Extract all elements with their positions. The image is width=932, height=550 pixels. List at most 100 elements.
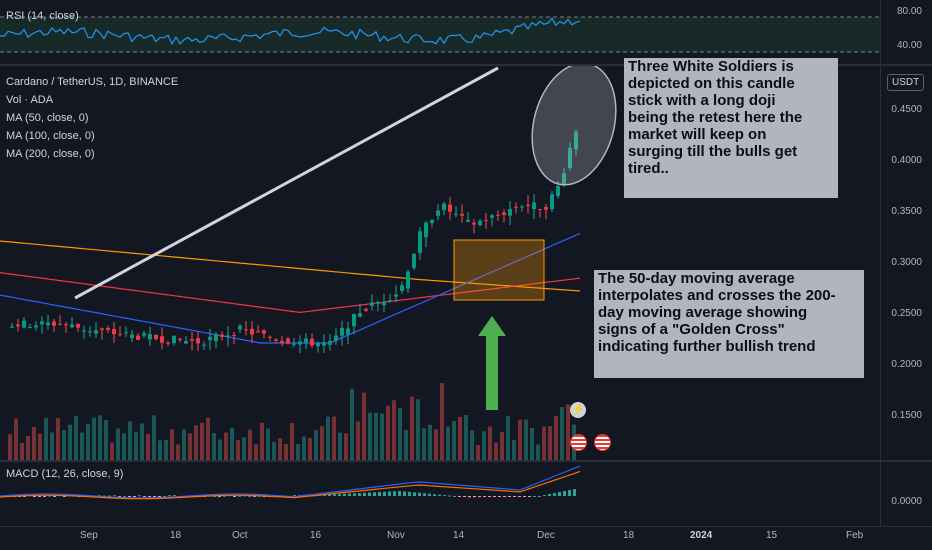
macd-histogram-bar: [533, 496, 536, 497]
macd-histogram-bar: [323, 494, 326, 496]
time-axis[interactable]: [0, 526, 932, 550]
volume-bar: [44, 417, 48, 460]
volume-bar: [386, 405, 390, 460]
price-tick: 0.2000: [891, 359, 922, 370]
volume-bar: [350, 388, 354, 460]
us-flag-icon[interactable]: [594, 434, 611, 451]
candle-body: [100, 328, 104, 330]
soldiers-ellipse[interactable]: [519, 66, 628, 194]
candle-body: [244, 329, 248, 331]
candle-body: [196, 338, 200, 344]
macd-histogram-bar: [503, 496, 506, 497]
macd-histogram-bar: [253, 496, 256, 497]
soldiers-annotation[interactable]: Three White Soldiers is depicted on this…: [624, 58, 838, 198]
volume-bar: [368, 412, 372, 460]
macd-histogram-bar: [458, 496, 461, 497]
macd-histogram-bar: [433, 494, 436, 496]
volume-bar: [332, 416, 336, 460]
symbol-title: Cardano / TetherUS, 1D, BINANCE: [6, 76, 179, 88]
volume-bar: [20, 442, 24, 460]
macd-histogram-bar: [418, 492, 421, 496]
volume-bar: [530, 427, 534, 460]
price-tick: 0.4500: [891, 104, 922, 115]
macd-pane[interactable]: MACD (12, 26, close, 9): [0, 462, 880, 526]
macd-histogram-bar: [143, 496, 146, 497]
candle-body: [304, 338, 308, 343]
rsi-pane[interactable]: RSI (14, close): [0, 0, 880, 64]
annotation-line: surging till the bulls get: [628, 143, 798, 160]
price-tick: 0.2500: [891, 308, 922, 319]
candle-body: [286, 338, 290, 344]
volume-bar: [482, 431, 486, 460]
macd-histogram-bar: [33, 496, 36, 497]
volume-bar: [344, 433, 348, 460]
volume-bar: [62, 430, 66, 460]
lightning-icon[interactable]: ⚡: [570, 402, 586, 418]
rsi-axis[interactable]: 80.00 40.00: [880, 0, 932, 64]
legend-ma50: MA (50, close, 0): [6, 112, 89, 124]
candle-body: [220, 334, 224, 337]
price-tick: 0.3500: [891, 206, 922, 217]
volume-bar: [434, 429, 438, 460]
volume-bar: [326, 416, 330, 460]
macd-histogram-bar: [373, 492, 376, 496]
macd-axis[interactable]: 0.0000: [880, 462, 932, 526]
macd-histogram-bar: [238, 495, 241, 497]
macd-histogram-bar: [168, 495, 171, 497]
candle-body: [262, 330, 266, 334]
volume-bar: [242, 437, 246, 460]
volume-bar: [236, 440, 240, 460]
volume-bar: [452, 420, 456, 460]
volume-bar: [458, 416, 462, 460]
macd-histogram-bar: [353, 493, 356, 496]
macd-histogram-bar: [213, 495, 216, 497]
pane-separator[interactable]: [0, 460, 932, 462]
currency-badge[interactable]: USDT: [887, 74, 925, 91]
candle-body: [502, 212, 506, 216]
trend-line[interactable]: [74, 66, 499, 300]
volume-bar: [68, 424, 72, 460]
volume-bar: [200, 422, 204, 460]
volume-bar: [14, 418, 18, 460]
volume-bar: [206, 417, 210, 460]
macd-histogram-bar: [573, 489, 576, 496]
volume-bar: [494, 442, 498, 460]
macd-histogram-bar: [453, 495, 456, 497]
legend-ma100: MA (100, close, 0): [6, 130, 95, 142]
macd-histogram-bar: [423, 493, 426, 496]
volume-bar: [506, 416, 510, 460]
candle-body: [490, 215, 494, 218]
pane-separator[interactable]: [0, 64, 932, 66]
us-flag-icon[interactable]: [570, 434, 587, 451]
time-tick: 2024: [690, 530, 713, 541]
candle-body: [520, 206, 524, 208]
candle-body: [238, 325, 242, 330]
rsi-tick-80: 80.00: [896, 6, 922, 17]
time-tick: Dec: [537, 530, 555, 541]
golden-cross-annotation[interactable]: The 50-day moving average interpolates a…: [594, 270, 864, 378]
up-arrow[interactable]: [478, 316, 506, 410]
volume-bar: [290, 423, 294, 460]
candle-body: [370, 302, 374, 306]
annotation-line: indicating further bullish trend: [598, 338, 816, 355]
time-tick: 18: [170, 530, 182, 541]
candle-body: [574, 131, 578, 150]
candle-body: [454, 213, 458, 215]
price-axis[interactable]: USDT 0.4500 0.4000 0.3500 0.3000 0.2500 …: [880, 66, 932, 460]
macd-histogram-bar: [133, 496, 136, 497]
candle-body: [46, 322, 50, 326]
volume-bar: [278, 438, 282, 460]
macd-histogram-bar: [113, 495, 116, 497]
macd-histogram-bar: [128, 496, 131, 497]
macd-histogram-bar: [328, 494, 331, 496]
price-chart: [0, 66, 628, 460]
main-chart-pane[interactable]: Cardano / TetherUS, 1D, BINANCE Vol · AD…: [0, 58, 880, 460]
volume-bar: [146, 433, 150, 460]
golden-cross-box[interactable]: [453, 239, 545, 301]
candle-body: [232, 334, 236, 336]
candle-body: [316, 343, 320, 347]
macd-histogram-bar: [498, 496, 501, 497]
candle-body: [496, 214, 500, 216]
candle-body: [52, 321, 56, 326]
candle-body: [562, 173, 566, 185]
